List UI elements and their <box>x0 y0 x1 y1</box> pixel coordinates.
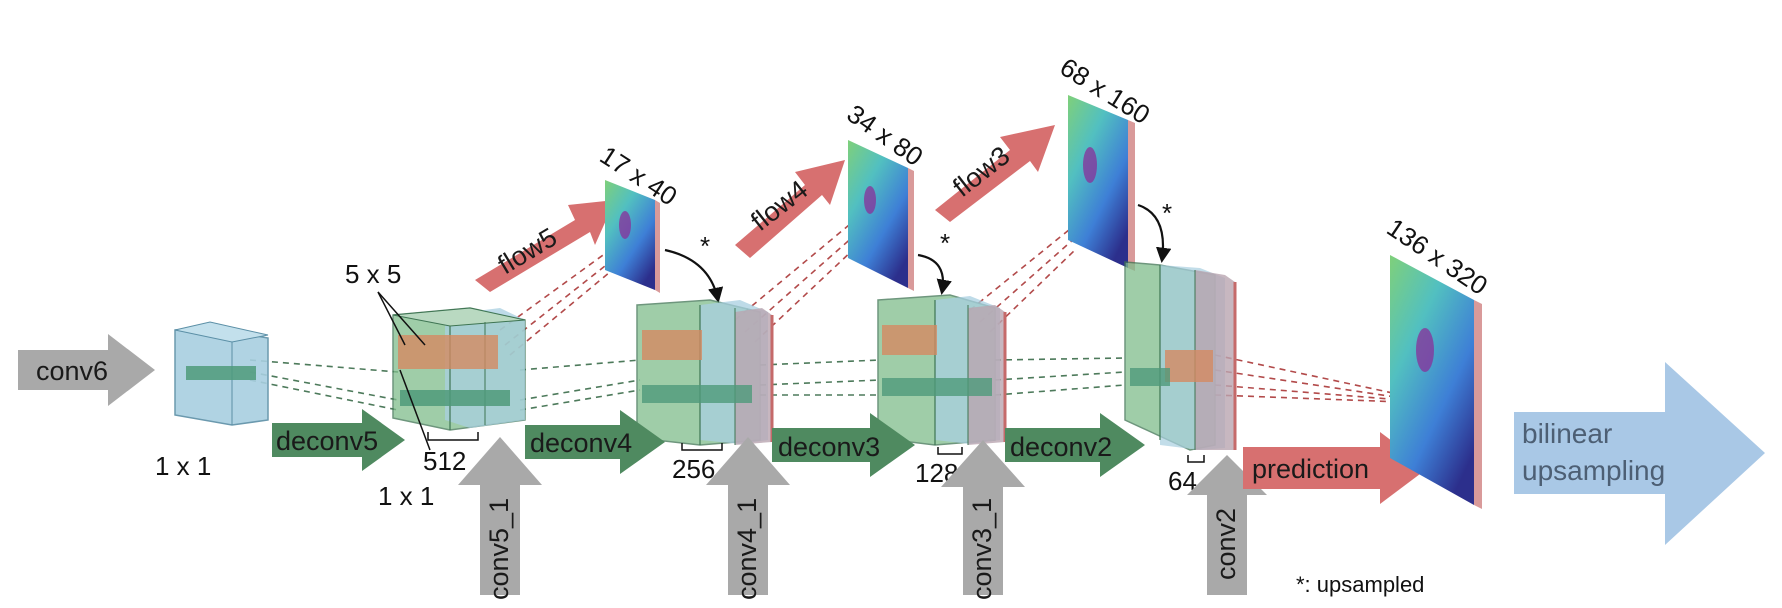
deconv4-label: deconv4 <box>530 428 632 458</box>
conv6-feature-cube <box>174 321 269 426</box>
kernel-5x5-label: 5 x 5 <box>345 259 401 289</box>
flow4-map <box>848 140 914 291</box>
upsampled-mark-2: * <box>940 228 950 258</box>
conv6-label: conv6 <box>36 356 108 386</box>
prediction-label: prediction <box>1252 454 1369 484</box>
prediction-arrow: prediction <box>1243 432 1428 504</box>
kernel-1x1-label-bottom: 1 x 1 <box>378 481 434 511</box>
flow3-arrow: flow3 <box>935 125 1055 222</box>
flow5-label: flow5 <box>493 222 562 280</box>
conv6-input-arrow: conv6 <box>18 334 155 406</box>
flow3-map <box>1068 95 1135 271</box>
upsample-curve-flow5 <box>664 248 724 304</box>
channel-bracket-128 <box>937 447 963 455</box>
flow5-map <box>605 180 660 293</box>
deconv4-arrow: deconv4 <box>525 410 665 474</box>
conv4-1-input-arrow: conv4_1 <box>706 437 790 600</box>
block3-feature-volume <box>877 294 1007 446</box>
channel-bracket-64 <box>1187 455 1205 463</box>
upsampled-mark-1: * <box>700 231 710 261</box>
block1-feature-volume <box>392 307 526 431</box>
block4-feature-volume <box>1124 261 1237 451</box>
channel-256-label: 256 <box>672 454 715 484</box>
bilinear-upsampling-arrow: bilinear upsampling <box>1514 362 1765 545</box>
conv2-input-arrow: conv2 <box>1187 455 1267 595</box>
upsampling-line2: upsampling <box>1522 455 1665 486</box>
upsample-curve-flow3 <box>1137 203 1172 264</box>
kernel-pointer-lines <box>377 291 431 451</box>
conv2-label: conv2 <box>1211 508 1241 580</box>
deconv3-arrow: deconv3 <box>772 413 915 477</box>
kernel-1x1-label-top: 1 x 1 <box>155 451 211 481</box>
upsampled-mark-3: * <box>1162 198 1172 228</box>
channel-bracket-512 <box>427 432 479 441</box>
flow5-arrow: flow5 <box>475 200 615 292</box>
upsampling-line1: bilinear <box>1522 418 1612 449</box>
upsampled-legend: *: upsampled <box>1296 572 1424 597</box>
flow4-arrow: flow4 <box>735 160 845 258</box>
conv4-1-label: conv4_1 <box>732 498 762 600</box>
upsample-curve-flow4 <box>917 253 952 296</box>
dashed-connections <box>249 219 1403 411</box>
channel-512-label: 512 <box>423 446 466 476</box>
conv5-1-input-arrow: conv5_1 <box>458 437 542 600</box>
conv5-1-label: conv5_1 <box>484 498 514 600</box>
deconv2-label: deconv2 <box>1010 432 1112 462</box>
deconv2-arrow: deconv2 <box>1005 413 1145 477</box>
deconv5-label: deconv5 <box>276 426 378 456</box>
channel-bracket-256 <box>681 443 723 451</box>
prediction-flow-map <box>1390 255 1482 509</box>
conv3-1-label: conv3_1 <box>967 498 997 600</box>
conv3-1-input-arrow: conv3_1 <box>941 440 1025 600</box>
deconv5-arrow: deconv5 <box>272 409 405 471</box>
block2-feature-volume <box>636 299 774 446</box>
deconv3-label: deconv3 <box>778 432 880 462</box>
